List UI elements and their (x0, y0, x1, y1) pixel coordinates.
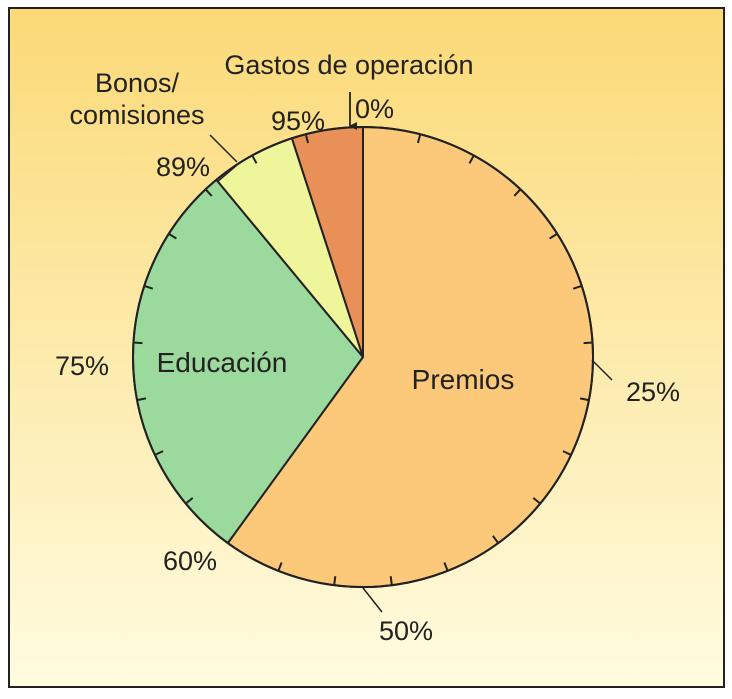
pie-tick-5 (572, 284, 583, 290)
pie-tick-13 (333, 576, 337, 586)
slice-label-educacion: Educación (157, 347, 288, 378)
leader-line-89 (216, 164, 238, 183)
pct-label-89: 89% (156, 152, 210, 182)
slice-label-gastos: Gastos de operación (224, 50, 473, 80)
pct-label-75: 75% (55, 351, 109, 381)
pct-label-0: 0% (355, 94, 394, 124)
pie-tick-17 (154, 450, 164, 456)
pie-tick-21 (168, 232, 177, 240)
pie-tick-3 (513, 188, 522, 197)
pie-tick-22 (204, 188, 213, 197)
pct-label-50: 50% (379, 616, 433, 646)
slice-label-premios: Premios (412, 364, 515, 395)
pie-tick-16 (185, 497, 194, 505)
pie-tick-15 (227, 535, 234, 544)
pie-tick-18 (136, 397, 147, 402)
pie-tick-8 (562, 450, 572, 456)
pie-tick-12 (389, 576, 393, 586)
pct-label-25: 25% (626, 377, 680, 407)
pie-outline (132, 126, 594, 588)
slice-label-bonos-line2: comisiones (69, 100, 204, 130)
pct-label-95: 95% (271, 106, 325, 136)
pie-tick-2 (468, 154, 475, 164)
pie-tick-24 (304, 133, 310, 144)
leader-line-50 (362, 587, 383, 613)
pie-ticks (133, 133, 593, 586)
pie-tick-23 (251, 154, 258, 164)
pie-tick-19 (133, 341, 143, 345)
leader-line-bonos (209, 134, 238, 163)
pie-tick-7 (579, 397, 590, 402)
pie-tick-9 (532, 497, 541, 505)
pie-tick-6 (583, 341, 593, 345)
slice-label-bonos-line1: Bonos/ (95, 68, 180, 98)
pie-tick-4 (549, 232, 558, 240)
pie-tick-10 (492, 535, 499, 544)
pie-tick-14 (277, 562, 283, 572)
pie-tick-11 (443, 562, 449, 572)
pie-tick-1 (416, 133, 422, 144)
pct-label-60: 60% (163, 546, 217, 576)
pie-tick-20 (143, 284, 154, 290)
leader-line-25 (591, 359, 613, 381)
